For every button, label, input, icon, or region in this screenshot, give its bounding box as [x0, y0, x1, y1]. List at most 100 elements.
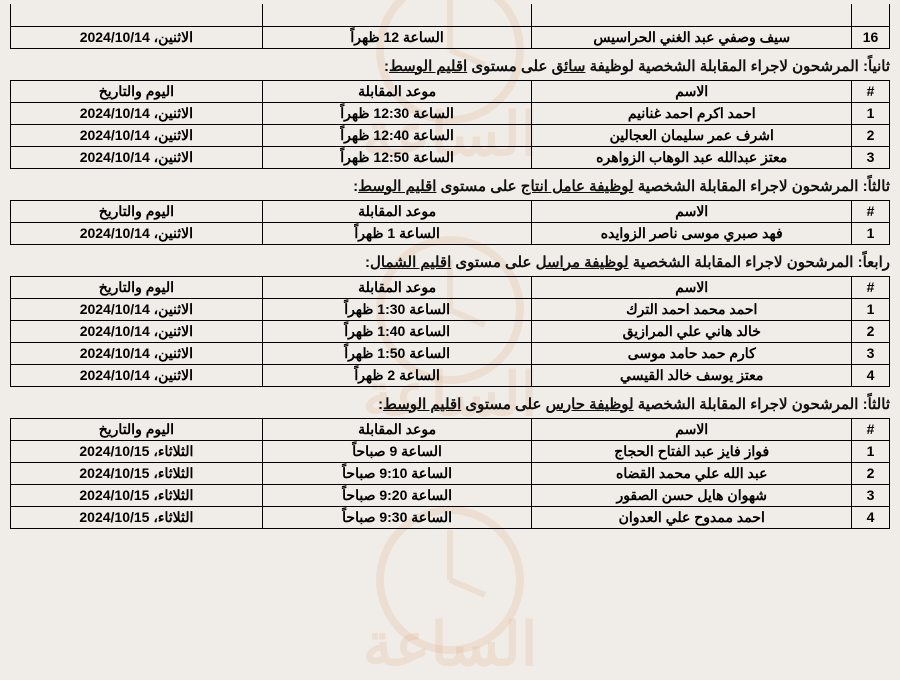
header-name: الاسم: [532, 276, 852, 298]
section-title: ثانياً: المرشحون لاجراء المقابلة الشخصية…: [10, 57, 890, 75]
title-mid: على مستوى: [451, 254, 535, 271]
cell-date: الاثنين، 2024/10/14: [11, 320, 263, 342]
cell-time: الساعة 1:50 ظهراً: [262, 342, 532, 364]
cell-name: خالد هاني علي المرازيق: [532, 320, 852, 342]
cell-date: الثلاثاء، 2024/10/15: [11, 462, 263, 484]
title-prefix: ثانياً: المرشحون لاجراء المقابلة الشخصية…: [585, 58, 890, 75]
table-header-row: #الاسمموعد المقابلةاليوم والتاريخ: [11, 80, 890, 102]
title-mid: على مستوى: [436, 178, 520, 195]
cell-date: الاثنين، 2024/10/14: [11, 146, 263, 168]
cell-time: الساعة 9:30 صباحاً: [262, 506, 532, 528]
header-name: الاسم: [532, 200, 852, 222]
cell-time: الساعة 12:30 ظهراً: [262, 102, 532, 124]
title-prefix: رابعاً: المرشحون لاجراء المقابلة الشخصية: [629, 254, 890, 271]
cell-date: [11, 4, 263, 26]
cell-num: 1: [852, 102, 890, 124]
cell-time: الساعة 9:10 صباحاً: [262, 462, 532, 484]
cell-time: الساعة 9 صباحاً: [262, 440, 532, 462]
cell-num: 2: [852, 320, 890, 342]
header-time: موعد المقابلة: [262, 276, 532, 298]
title-prefix: ثالثاً: المرشحون لاجراء المقابلة الشخصية: [634, 396, 890, 413]
cell-time: الساعة 12:40 ظهراً: [262, 124, 532, 146]
cell-num: 16: [852, 26, 890, 48]
header-num: #: [852, 80, 890, 102]
title-underline2: اقليم الوسط: [383, 396, 461, 413]
cell-time: الساعة 9:20 صباحاً: [262, 484, 532, 506]
title-underline2: اقليم الوسط: [358, 178, 436, 195]
cell-date: الاثنين، 2024/10/14: [11, 298, 263, 320]
cell-name: احمد محمد احمد الترك: [532, 298, 852, 320]
cell-name: اشرف عمر سليمان العجالين: [532, 124, 852, 146]
table-row: 3معتز عبدالله عبد الوهاب الزواهرهالساعة …: [11, 146, 890, 168]
interview-table: #الاسمموعد المقابلةاليوم والتاريخ1احمد م…: [10, 276, 890, 387]
header-num: #: [852, 200, 890, 222]
interview-table: #الاسمموعد المقابلةاليوم والتاريخ1فهد صب…: [10, 200, 890, 245]
cell-name: فواز فايز عبد الفتاح الحجاج: [532, 440, 852, 462]
cell-date: الاثنين، 2024/10/14: [11, 26, 263, 48]
cell-num: 4: [852, 506, 890, 528]
header-date: اليوم والتاريخ: [11, 200, 263, 222]
table-row: [11, 4, 890, 26]
table-row: 1احمد محمد احمد التركالساعة 1:30 ظهراًال…: [11, 298, 890, 320]
table-row: 4احمد ممدوح علي العدوانالساعة 9:30 صباحا…: [11, 506, 890, 528]
table-header-row: #الاسمموعد المقابلةاليوم والتاريخ: [11, 276, 890, 298]
cell-num: [852, 4, 890, 26]
title-underline: لوظيفة عامل انتاج: [521, 178, 634, 195]
document-content: 16 سيف وصفي عبد الغني الحراسيس الساعة 12…: [10, 4, 890, 529]
cell-num: 3: [852, 342, 890, 364]
title-underline: لوظيفة حارس: [546, 396, 634, 413]
section-title: ثالثاً: المرشحون لاجراء المقابلة الشخصية…: [10, 177, 890, 195]
cell-num: 2: [852, 462, 890, 484]
cell-num: 1: [852, 222, 890, 244]
table-row: 1فواز فايز عبد الفتاح الحجاجالساعة 9 صبا…: [11, 440, 890, 462]
cell-date: الاثنين، 2024/10/14: [11, 102, 263, 124]
partial-table: 16 سيف وصفي عبد الغني الحراسيس الساعة 12…: [10, 4, 890, 49]
cell-num: 4: [852, 364, 890, 386]
cell-name: احمد ممدوح علي العدوان: [532, 506, 852, 528]
title-underline: سائق: [552, 58, 586, 75]
cell-name: سيف وصفي عبد الغني الحراسيس: [532, 26, 852, 48]
cell-date: الاثنين، 2024/10/14: [11, 222, 263, 244]
cell-num: 1: [852, 298, 890, 320]
table-header-row: #الاسمموعد المقابلةاليوم والتاريخ: [11, 200, 890, 222]
header-name: الاسم: [532, 80, 852, 102]
cell-date: الاثنين، 2024/10/14: [11, 364, 263, 386]
cell-num: 3: [852, 146, 890, 168]
cell-time: [262, 4, 532, 26]
cell-time: الساعة 1:30 ظهراً: [262, 298, 532, 320]
table-row: 2عبد الله علي محمد القضاهالساعة 9:10 صبا…: [11, 462, 890, 484]
title-prefix: ثالثاً: المرشحون لاجراء المقابلة الشخصية: [634, 178, 890, 195]
cell-num: 1: [852, 440, 890, 462]
table-header-row: #الاسمموعد المقابلةاليوم والتاريخ: [11, 418, 890, 440]
table-row: 16 سيف وصفي عبد الغني الحراسيس الساعة 12…: [11, 26, 890, 48]
cell-date: الاثنين، 2024/10/14: [11, 124, 263, 146]
table-row: 2خالد هاني علي المرازيقالساعة 1:40 ظهراً…: [11, 320, 890, 342]
cell-date: الثلاثاء، 2024/10/15: [11, 506, 263, 528]
table-row: 2اشرف عمر سليمان العجالينالساعة 12:40 ظه…: [11, 124, 890, 146]
cell-time: الساعة 2 ظهراً: [262, 364, 532, 386]
table-row: 4معتز يوسف خالد القيسيالساعة 2 ظهراًالاث…: [11, 364, 890, 386]
interview-table: #الاسمموعد المقابلةاليوم والتاريخ1فواز ف…: [10, 418, 890, 529]
cell-name: كارم حمد حامد موسى: [532, 342, 852, 364]
interview-table: #الاسمموعد المقابلةاليوم والتاريخ1احمد ا…: [10, 80, 890, 169]
cell-time: الساعة 12:50 ظهراً: [262, 146, 532, 168]
cell-time: الساعة 12 ظهراً: [262, 26, 532, 48]
header-time: موعد المقابلة: [262, 418, 532, 440]
cell-name: عبد الله علي محمد القضاه: [532, 462, 852, 484]
cell-num: 2: [852, 124, 890, 146]
header-num: #: [852, 418, 890, 440]
header-name: الاسم: [532, 418, 852, 440]
cell-name: معتز يوسف خالد القيسي: [532, 364, 852, 386]
title-underline: لوظيفة مراسل: [536, 254, 629, 271]
header-time: موعد المقابلة: [262, 80, 532, 102]
header-date: اليوم والتاريخ: [11, 418, 263, 440]
header-num: #: [852, 276, 890, 298]
cell-date: الاثنين، 2024/10/14: [11, 342, 263, 364]
title-underline2: اقليم الوسط: [389, 58, 467, 75]
cell-num: 3: [852, 484, 890, 506]
cell-name: فهد صبري موسى ناصر الزوايده: [532, 222, 852, 244]
watermark-text: الساعة: [363, 610, 538, 680]
section-title: رابعاً: المرشحون لاجراء المقابلة الشخصية…: [10, 253, 890, 271]
table-row: 3كارم حمد حامد موسىالساعة 1:50 ظهراًالاث…: [11, 342, 890, 364]
header-date: اليوم والتاريخ: [11, 80, 263, 102]
